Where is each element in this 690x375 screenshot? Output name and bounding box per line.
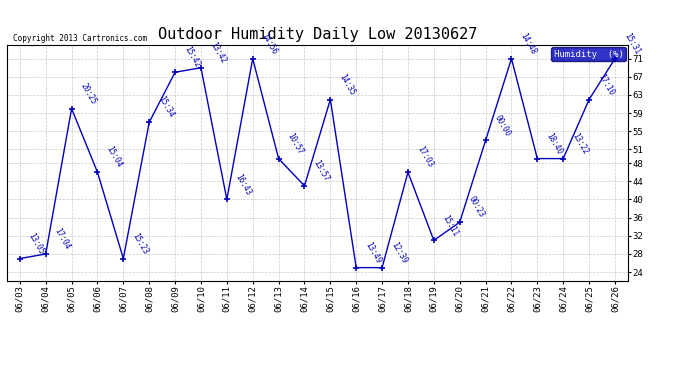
Title: Outdoor Humidity Daily Low 20130627: Outdoor Humidity Daily Low 20130627	[158, 27, 477, 42]
Text: 20:25: 20:25	[79, 81, 98, 106]
Text: 15:04: 15:04	[104, 145, 124, 170]
Text: 12:39: 12:39	[389, 240, 408, 265]
Text: 13:05: 13:05	[27, 231, 46, 256]
Text: 14:56: 14:56	[259, 32, 279, 56]
Text: 15:31: 15:31	[622, 32, 641, 56]
Text: 14:48: 14:48	[518, 32, 538, 56]
Text: 15:34: 15:34	[156, 95, 175, 120]
Text: 00:23: 00:23	[466, 195, 486, 219]
Legend: Humidity  (%): Humidity (%)	[551, 47, 626, 61]
Text: 18:40: 18:40	[544, 131, 564, 156]
Text: 16:43: 16:43	[234, 172, 253, 197]
Text: 00:00: 00:00	[493, 113, 512, 138]
Text: 15:23: 15:23	[130, 231, 150, 256]
Text: 17:04: 17:04	[52, 226, 72, 251]
Text: 10:57: 10:57	[286, 131, 305, 156]
Text: 17:10: 17:10	[596, 72, 615, 97]
Text: Copyright 2013 Cartronics.com: Copyright 2013 Cartronics.com	[13, 34, 147, 43]
Text: 13:49: 13:49	[363, 240, 382, 265]
Text: 14:35: 14:35	[337, 72, 357, 97]
Text: 13:57: 13:57	[311, 159, 331, 183]
Text: 15:42: 15:42	[182, 45, 201, 69]
Text: 17:03: 17:03	[415, 145, 434, 170]
Text: 15:11: 15:11	[441, 213, 460, 238]
Text: 13:42: 13:42	[208, 40, 227, 65]
Text: 13:22: 13:22	[570, 131, 589, 156]
